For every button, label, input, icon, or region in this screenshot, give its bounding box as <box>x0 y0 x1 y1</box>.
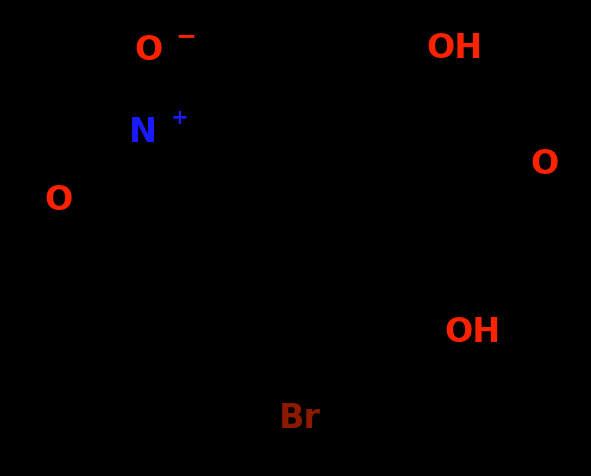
Text: O: O <box>531 149 559 181</box>
Text: N: N <box>129 117 157 149</box>
Text: Br: Br <box>279 401 321 435</box>
Text: O: O <box>44 184 72 217</box>
Text: −: − <box>176 24 196 48</box>
Text: OH: OH <box>444 317 500 349</box>
Text: OH: OH <box>427 31 483 65</box>
Text: +: + <box>171 108 189 128</box>
Text: O: O <box>134 33 162 67</box>
